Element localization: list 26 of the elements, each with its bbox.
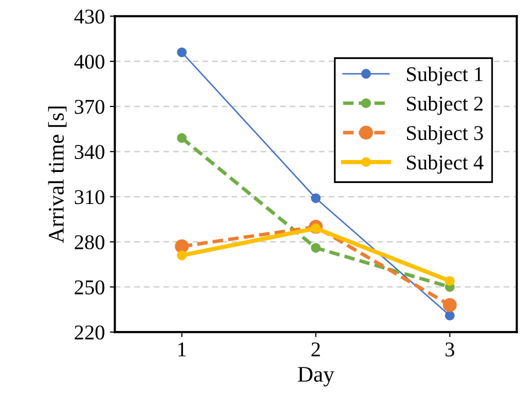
legend-label: Subject 4	[407, 154, 484, 174]
point	[176, 47, 187, 58]
point	[444, 310, 455, 320]
y-tick-label: 220	[74, 325, 104, 340]
point	[444, 276, 455, 286]
y-tick-label: 400	[74, 54, 104, 69]
y-axis-title: Arrival time [s]	[48, 106, 67, 244]
y-tick-label: 370	[74, 100, 104, 114]
x-tick-label: 2	[312, 342, 320, 356]
legend-label: Subject 3	[407, 125, 483, 144]
point	[310, 193, 321, 204]
y-tick-label: 280	[74, 235, 104, 250]
y-tick-label: 340	[74, 144, 104, 160]
legend-label: Subject 1	[407, 66, 482, 86]
point	[442, 298, 457, 312]
point	[310, 243, 321, 253]
point	[176, 133, 187, 143]
x-tick-label: 3	[446, 342, 454, 356]
x-tick-label: 1	[178, 342, 186, 356]
y-tick-label: 250	[74, 280, 104, 294]
y-tick-label: 430	[74, 10, 104, 24]
y-tick-label: 310	[74, 190, 104, 204]
point	[174, 239, 189, 254]
x-axis-title: Day	[298, 367, 334, 386]
legend-label: Subject 2	[407, 96, 483, 115]
point	[176, 250, 187, 260]
